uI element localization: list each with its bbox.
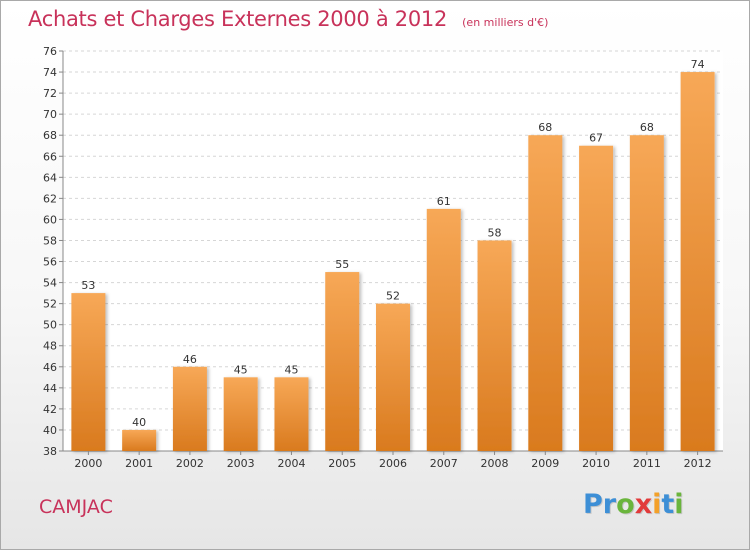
x-tick-label-2003: 2003 [227, 457, 255, 470]
y-tick-label: 44 [43, 382, 57, 395]
y-tick-label: 60 [43, 213, 57, 226]
logo-letter: t [661, 489, 675, 520]
bar-2003 [223, 377, 258, 451]
bar-2010 [579, 145, 614, 451]
bar-2011 [629, 135, 664, 452]
x-tick-label-2012: 2012 [684, 457, 712, 470]
y-tick-label: 42 [43, 403, 57, 416]
data-label-2009: 68 [538, 121, 552, 134]
x-tick-label-2005: 2005 [328, 457, 356, 470]
y-tick-label: 66 [43, 150, 57, 163]
data-label-2012: 74 [691, 58, 705, 71]
y-tick-label: 50 [43, 319, 57, 332]
y-tick-label: 62 [43, 192, 57, 205]
y-tick-label: 54 [43, 277, 57, 290]
chart-title-text: Achats et Charges Externes 2000 à 2012 [28, 7, 448, 31]
y-tick-label: 58 [43, 234, 57, 247]
bar-2007 [426, 208, 461, 451]
logo-letter: r [602, 489, 617, 520]
bar-2008 [477, 240, 512, 451]
data-label-2007: 61 [437, 195, 451, 208]
y-tick-label: 74 [43, 66, 57, 79]
x-tick-label-2008: 2008 [481, 457, 509, 470]
bar-2001 [122, 429, 157, 451]
y-tick-label: 56 [43, 256, 57, 269]
logo-letter: i [674, 489, 684, 520]
y-tick-label: 70 [43, 108, 57, 121]
x-tick-label-2011: 2011 [633, 457, 661, 470]
y-tick-label: 72 [43, 87, 57, 100]
bar-2002 [172, 366, 207, 451]
x-tick-label-2004: 2004 [277, 457, 305, 470]
x-tick-label-2009: 2009 [531, 457, 559, 470]
x-tick-label-2007: 2007 [430, 457, 458, 470]
x-tick-label-2002: 2002 [176, 457, 204, 470]
data-label-2010: 67 [589, 132, 603, 145]
logo-letter: i [652, 489, 662, 520]
data-label-2008: 58 [488, 226, 502, 239]
bar-2009 [528, 135, 563, 452]
data-label-2001: 40 [132, 416, 146, 429]
logo-letter: P [583, 489, 603, 520]
data-label-2002: 46 [183, 353, 197, 366]
data-label-2004: 45 [284, 363, 298, 376]
bar-2000 [71, 293, 106, 451]
y-tick-label: 76 [43, 45, 57, 58]
data-label-2006: 52 [386, 290, 400, 303]
data-label-2003: 45 [234, 363, 248, 376]
bar-2012 [680, 72, 715, 451]
y-tick-label: 48 [43, 340, 57, 353]
y-tick-label: 46 [43, 361, 57, 374]
y-tick-label: 40 [43, 424, 57, 437]
logo-letter: x [634, 489, 653, 520]
x-tick-label-2001: 2001 [125, 457, 153, 470]
y-tick-label: 38 [43, 445, 57, 458]
logo-letter: o [616, 489, 635, 520]
y-tick-label: 68 [43, 129, 57, 142]
x-tick-label-2000: 2000 [74, 457, 102, 470]
chart-title: Achats et Charges Externes 2000 à 2012 (… [28, 7, 548, 31]
proxiti-logo: Proxiti [583, 489, 684, 520]
bar-2005 [325, 272, 360, 451]
y-tick-label: 52 [43, 298, 57, 311]
place-name: CAMJAC [39, 496, 113, 518]
x-tick-label-2010: 2010 [582, 457, 610, 470]
chart-unit: (en milliers d'€) [462, 16, 549, 29]
data-label-2005: 55 [335, 258, 349, 271]
data-label-2000: 53 [81, 279, 95, 292]
bar-2004 [274, 377, 309, 451]
data-label-2011: 68 [640, 121, 654, 134]
x-tick-label-2006: 2006 [379, 457, 407, 470]
bar-2006 [376, 303, 410, 451]
y-tick-label: 64 [43, 171, 57, 184]
